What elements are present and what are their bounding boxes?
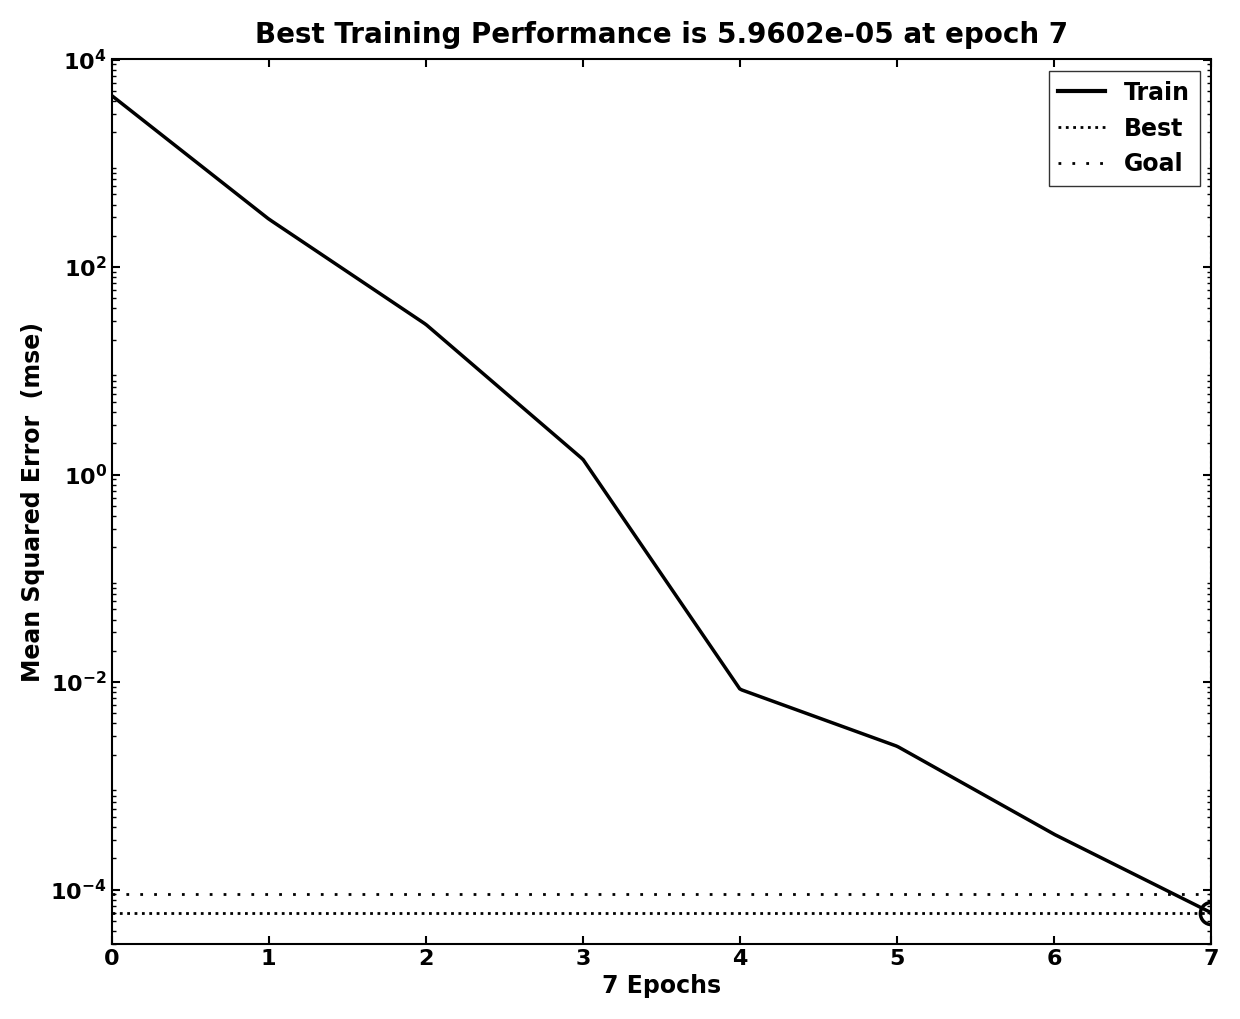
Goal <box>262 889 277 901</box>
Line: Train: Train <box>112 96 1211 913</box>
Train <box>634 538 649 550</box>
Train <box>104 90 119 102</box>
Best <box>104 907 119 919</box>
Train <box>759 693 774 705</box>
Train <box>699 635 714 647</box>
Legend: Train, Best, Goal: Train, Best, Goal <box>1049 71 1199 185</box>
Best <box>262 907 277 919</box>
Title: Best Training Performance is 5.9602e-05 at epoch 7: Best Training Performance is 5.9602e-05 … <box>255 20 1068 49</box>
Goal <box>104 889 119 901</box>
Train <box>1204 907 1219 919</box>
Train <box>626 528 641 540</box>
Train <box>1178 894 1193 906</box>
X-axis label: 7 Epochs: 7 Epochs <box>601 974 722 999</box>
Y-axis label: Mean Squared Error  (mse): Mean Squared Error (mse) <box>21 322 45 682</box>
Train <box>1006 805 1021 817</box>
